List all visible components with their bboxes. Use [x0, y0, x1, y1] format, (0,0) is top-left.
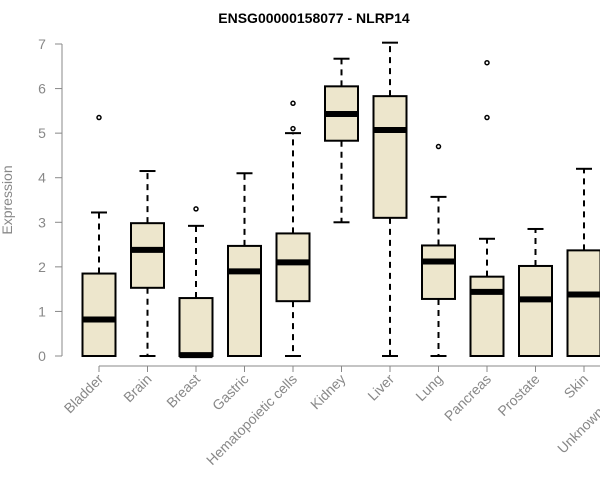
- x-tick-label: Kidney: [307, 371, 349, 413]
- box-hematopoietic-cells: [275, 100, 311, 357]
- y-tick-label: 6: [38, 81, 46, 97]
- box-skin: [566, 167, 600, 357]
- x-tick-label: Bladder: [61, 371, 107, 417]
- iqr-box: [469, 275, 505, 358]
- outlier-point: [435, 143, 442, 150]
- iqr-box: [81, 272, 117, 357]
- x-tick-label: Hematopoietic cells: [203, 371, 300, 468]
- iqr-box: [372, 95, 408, 219]
- box-kidney: [324, 57, 359, 224]
- iqr-box: [227, 244, 262, 357]
- y-tick-label: 3: [38, 214, 46, 230]
- y-axis: 0 1 2 3 4 5 6 7: [38, 36, 63, 364]
- iqr-box: [421, 244, 456, 300]
- x-tick-label: Prostate: [494, 371, 542, 419]
- y-tick-label: 0: [38, 348, 46, 364]
- y-tick-label: 7: [38, 36, 46, 52]
- y-axis-label: Expression: [0, 165, 15, 234]
- x-tick-label: Breast: [163, 371, 203, 411]
- outlier-point: [484, 114, 490, 121]
- y-tick-label: 1: [38, 303, 46, 319]
- box-brain: [130, 170, 165, 357]
- iqr-box: [518, 264, 553, 358]
- outlier-point: [290, 100, 296, 107]
- y-tick-label: 5: [38, 125, 46, 141]
- outlier-point: [290, 125, 296, 132]
- outlier-point: [96, 114, 102, 121]
- box-gastric: [227, 172, 262, 357]
- x-tick-label: Lung: [412, 371, 445, 404]
- y-tick-label: 4: [38, 170, 46, 186]
- iqr-box: [178, 297, 214, 357]
- box-lung: [421, 143, 456, 357]
- chart-title: ENSG00000158077 - NLRP14: [218, 10, 410, 26]
- box-bladder: [81, 114, 117, 357]
- y-tick-label: 2: [38, 259, 46, 275]
- box-liver: [372, 41, 408, 357]
- x-tick-label: Gastric: [209, 371, 252, 414]
- box-pancreas: [469, 59, 505, 358]
- outlier-point: [193, 206, 199, 212]
- iqr-box: [275, 232, 311, 303]
- x-tick-label: Pancreas: [441, 371, 494, 424]
- iqr-box: [566, 249, 600, 357]
- x-tick-label: Skin: [561, 371, 592, 402]
- x-tick-label: Liver: [364, 371, 397, 404]
- iqr-box: [130, 222, 165, 289]
- box-prostate: [518, 227, 553, 358]
- outlier-point: [484, 59, 490, 66]
- box-breast: [178, 206, 214, 359]
- boxes-group: [81, 41, 600, 359]
- x-tick-label: Brain: [120, 371, 154, 405]
